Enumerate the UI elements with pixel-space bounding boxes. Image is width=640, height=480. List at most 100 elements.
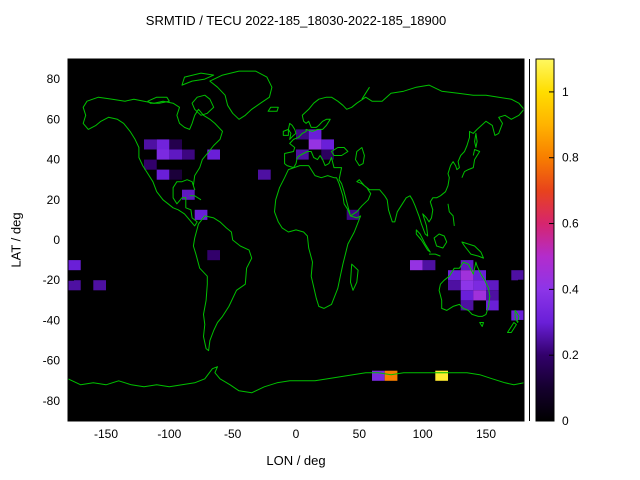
coastline bbox=[415, 229, 431, 253]
x-axis-title: LON / deg bbox=[266, 453, 326, 468]
heatmap-cell bbox=[169, 169, 182, 180]
coastline bbox=[479, 322, 484, 327]
heatmap-cell bbox=[384, 370, 398, 381]
heatmap-cell bbox=[194, 209, 208, 220]
heatmap-cell bbox=[486, 300, 499, 311]
heatmap-cell bbox=[448, 270, 461, 281]
heatmap-cell bbox=[258, 169, 271, 180]
coastline bbox=[447, 203, 455, 226]
heatmap-cell bbox=[473, 280, 486, 291]
x-tick-label: 150 bbox=[476, 427, 496, 441]
y-tick-label: 60 bbox=[47, 112, 61, 126]
heatmap-cell bbox=[321, 149, 334, 160]
coastline bbox=[284, 84, 524, 237]
heatmap-cell bbox=[460, 290, 474, 301]
x-tick-label: -150 bbox=[94, 427, 118, 441]
heatmap-cell bbox=[144, 139, 157, 150]
x-tick-label: 50 bbox=[353, 427, 367, 441]
coastline bbox=[282, 128, 289, 136]
coastline bbox=[147, 96, 170, 104]
heatmap-cell bbox=[435, 370, 448, 381]
coastline bbox=[361, 86, 370, 100]
colorbar-tick-label: 0.2 bbox=[562, 348, 579, 362]
heatmap-cell bbox=[511, 310, 524, 321]
coastline bbox=[191, 94, 215, 116]
y-tick-label: -80 bbox=[43, 394, 61, 408]
heatmap-cell bbox=[422, 260, 436, 271]
y-tick-label: -20 bbox=[43, 273, 61, 287]
coastline bbox=[474, 132, 478, 148]
coastline bbox=[461, 241, 484, 259]
coastline bbox=[209, 70, 273, 120]
coastline bbox=[68, 366, 524, 394]
coastline bbox=[514, 309, 520, 323]
heatmap-cell bbox=[308, 129, 322, 140]
heatmap-cell bbox=[68, 260, 81, 271]
coastline bbox=[507, 322, 517, 333]
heatmap-cell bbox=[486, 280, 499, 291]
heatmap-cell bbox=[308, 139, 322, 150]
y-tick-label: 80 bbox=[47, 72, 61, 86]
heatmap-cell bbox=[169, 149, 182, 160]
x-tick-label: -50 bbox=[224, 427, 242, 441]
colorbar-tick-label: 0.6 bbox=[562, 217, 579, 231]
heatmap-cell bbox=[144, 159, 157, 170]
coastline bbox=[181, 72, 215, 86]
coastline bbox=[355, 147, 365, 167]
y-tick-label: -60 bbox=[43, 354, 61, 368]
heatmap-cell bbox=[460, 270, 474, 281]
coastline bbox=[82, 96, 223, 227]
coastline bbox=[331, 147, 349, 156]
heatmap-cell bbox=[156, 139, 170, 150]
y-tick-label: 0 bbox=[53, 233, 60, 247]
heatmap-cell bbox=[182, 189, 195, 200]
heatmap-cell bbox=[486, 290, 499, 301]
coastline bbox=[274, 165, 362, 309]
heatmap-cell bbox=[156, 169, 170, 180]
x-tick-label: -100 bbox=[157, 427, 181, 441]
map-background bbox=[68, 59, 524, 421]
heatmap-cell bbox=[511, 270, 524, 281]
x-tick-label: 100 bbox=[413, 427, 433, 441]
heatmap-cell bbox=[460, 260, 474, 271]
coastline bbox=[438, 261, 491, 317]
y-tick-label: -40 bbox=[43, 313, 61, 327]
coastline bbox=[267, 106, 279, 112]
coastline bbox=[433, 233, 448, 249]
colorbar-tick-label: 1 bbox=[562, 85, 569, 99]
coastline bbox=[287, 122, 297, 140]
heatmap-cell bbox=[473, 270, 486, 281]
heatmap-cell bbox=[460, 280, 474, 291]
coastline bbox=[189, 195, 202, 201]
colorbar-tick-label: 0.8 bbox=[562, 151, 579, 165]
colorbar-border bbox=[535, 58, 555, 422]
heatmap-cell bbox=[207, 149, 220, 160]
plot-title: SRMTID / TECU 2022-185_18030-2022-185_18… bbox=[145, 13, 447, 28]
heatmap-cell bbox=[460, 300, 474, 311]
heatmap-cell bbox=[296, 129, 309, 140]
coastline bbox=[429, 253, 441, 257]
heatmap-cell bbox=[169, 139, 182, 150]
colorbar-tick-label: 0 bbox=[562, 414, 569, 428]
heatmap-cell bbox=[182, 149, 195, 160]
y-tick-label: 20 bbox=[47, 193, 61, 207]
heatmap-cell bbox=[68, 280, 81, 291]
heatmap-cell bbox=[372, 370, 385, 381]
colorbar-tick-label: 0.4 bbox=[562, 282, 579, 296]
y-tick-label: 40 bbox=[47, 153, 61, 167]
coastline bbox=[350, 263, 359, 291]
heatmap-cell bbox=[321, 139, 334, 150]
heatmap-cell bbox=[93, 280, 106, 291]
heatmap-cell bbox=[448, 280, 461, 291]
colorbar-gradient bbox=[536, 59, 554, 421]
coastline bbox=[461, 149, 481, 178]
heatmap-cell bbox=[346, 209, 360, 220]
x-tick-label: 0 bbox=[293, 427, 300, 441]
coastline bbox=[192, 215, 253, 352]
heatmap-cell bbox=[156, 149, 170, 160]
heatmap-cell bbox=[473, 290, 486, 301]
heatmap-cell bbox=[410, 260, 423, 271]
heatmap-cell bbox=[207, 250, 220, 261]
